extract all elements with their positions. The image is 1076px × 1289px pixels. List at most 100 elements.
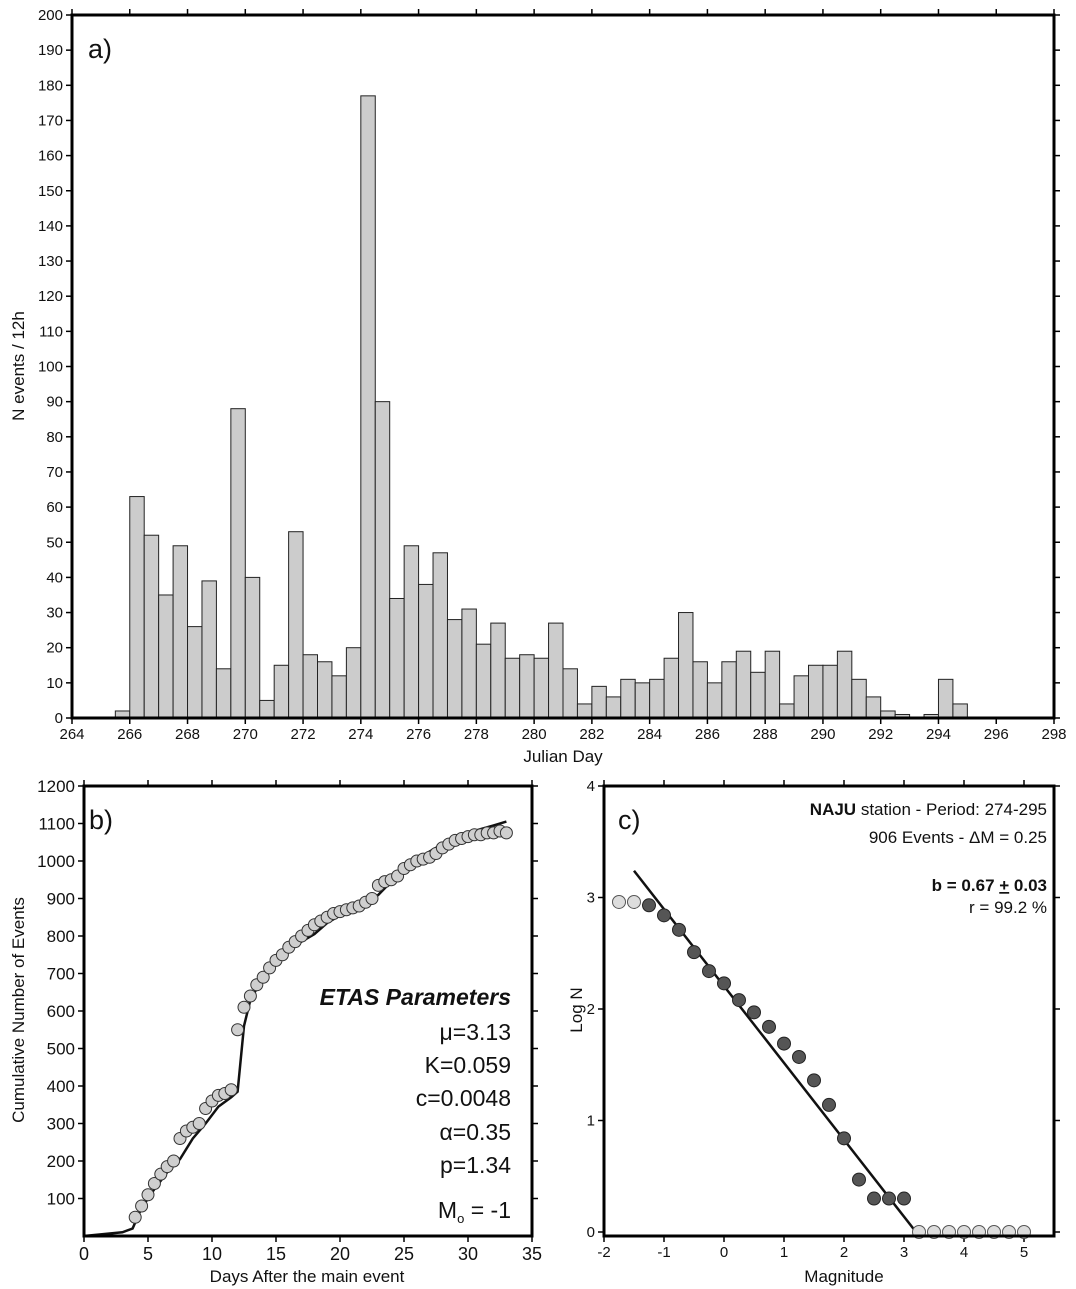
histogram-bar xyxy=(345,647,362,719)
b-value-suffix: 0.03 xyxy=(1009,876,1047,895)
panel-b-points xyxy=(128,824,513,1224)
y-tick-label: 10 xyxy=(46,675,63,692)
etas-parameters-box: ETAS Parameters μ=3.13 K=0.059 c=0.0048 … xyxy=(320,984,512,1226)
fitted-point xyxy=(867,1191,881,1206)
panel-b-xlabel: Days After the main event xyxy=(210,1267,405,1286)
histogram-bar xyxy=(302,654,319,719)
histogram-bar xyxy=(432,552,448,719)
histogram-bar xyxy=(851,678,867,719)
histogram-bar xyxy=(764,650,781,719)
histogram-bar xyxy=(706,682,723,719)
x-tick-label: 0 xyxy=(720,1244,728,1261)
y-tick-label: 120 xyxy=(38,288,63,305)
etas-mu: μ=3.13 xyxy=(440,1019,511,1045)
histogram-bar xyxy=(259,699,275,719)
histogram-bar xyxy=(215,668,232,719)
histogram-bar xyxy=(836,650,853,719)
station-line: NAJU station - Period: 274-295 xyxy=(810,800,1047,819)
x-tick-label: 30 xyxy=(458,1244,478,1264)
histogram-bar xyxy=(230,408,246,719)
histogram-bar xyxy=(562,668,578,719)
panel-c-frame xyxy=(602,784,1056,1238)
x-tick-label: 15 xyxy=(266,1244,286,1264)
data-point xyxy=(167,1154,181,1168)
y-tick-label: 2 xyxy=(587,1001,595,1018)
histogram-bar xyxy=(403,545,420,719)
x-tick-label: 276 xyxy=(406,726,431,743)
fitted-point xyxy=(657,908,671,923)
etas-k: K=0.059 xyxy=(425,1052,511,1078)
histogram-bar xyxy=(750,671,766,719)
y-tick-label: 800 xyxy=(47,927,75,946)
panel-b-ylabel: Cumulative Number of Events xyxy=(9,897,28,1123)
panel-b-frame xyxy=(82,784,534,1238)
etas-mo: Mo = -1 xyxy=(438,1197,511,1226)
fitted-point xyxy=(642,898,656,913)
station-name: NAJU xyxy=(810,800,856,819)
excluded-point xyxy=(627,894,641,909)
panel-c-label: c) xyxy=(618,805,641,835)
panel-a-label: a) xyxy=(88,34,112,64)
panel-b-background xyxy=(84,786,532,1236)
y-tick-label: 0 xyxy=(587,1224,595,1241)
y-tick-label: 100 xyxy=(38,359,63,376)
etas-alpha: α=0.35 xyxy=(440,1119,512,1145)
data-point xyxy=(147,1177,161,1190)
x-tick-label: -2 xyxy=(597,1244,610,1261)
y-tick-label: 190 xyxy=(38,42,63,59)
panel-a-background xyxy=(72,15,1054,718)
panel-a-frame xyxy=(70,13,1056,720)
y-tick-label: 70 xyxy=(46,464,63,481)
histogram-bar xyxy=(187,626,203,719)
x-tick-label: 268 xyxy=(175,726,200,743)
y-tick-label: 300 xyxy=(47,1115,75,1134)
histogram-bar xyxy=(605,696,622,719)
station-period: station - Period: 274-295 xyxy=(856,800,1047,819)
etas-mo-suffix: = -1 xyxy=(464,1197,511,1223)
histogram-bar xyxy=(952,703,968,719)
histogram-bar xyxy=(634,682,651,719)
x-tick-label: 278 xyxy=(464,726,489,743)
histogram-bar xyxy=(201,580,217,719)
x-tick-label: 3 xyxy=(900,1244,908,1261)
histogram-bar xyxy=(504,657,521,719)
data-point xyxy=(141,1188,155,1202)
y-tick-label: 100 xyxy=(47,1190,75,1209)
y-tick-label: 0 xyxy=(55,710,63,727)
y-tick-label: 1200 xyxy=(37,777,75,796)
x-tick-label: 284 xyxy=(637,726,662,743)
x-tick-label: 270 xyxy=(233,726,258,743)
fitted-point xyxy=(852,1172,866,1187)
histogram-bar xyxy=(865,696,882,719)
b-value-pm: + xyxy=(999,876,1009,895)
y-tick-label: 40 xyxy=(46,569,63,586)
y-tick-label: 200 xyxy=(38,7,63,24)
histogram-bar xyxy=(317,661,333,719)
r-value-line: r = 99.2 % xyxy=(969,898,1047,917)
etas-title: ETAS Parameters xyxy=(320,984,511,1010)
histogram-bar xyxy=(937,678,954,719)
histogram-bar xyxy=(143,534,160,719)
data-point xyxy=(224,1083,238,1097)
fitted-point xyxy=(732,993,746,1008)
x-tick-label: 35 xyxy=(522,1244,542,1264)
panel-b: 0 5 10 15 20 25 30 35 100 200 300 400 500 600 700 800 90… xyxy=(9,777,542,1286)
histogram-bar xyxy=(576,703,593,719)
y-tick-label: 20 xyxy=(46,640,63,657)
y-tick-label: 50 xyxy=(46,534,63,551)
histogram-bar xyxy=(360,95,376,719)
data-point xyxy=(128,1210,142,1224)
histogram-bar xyxy=(663,657,680,719)
data-point xyxy=(256,970,270,984)
fitted-point xyxy=(822,1097,836,1112)
histogram-bar xyxy=(418,583,434,719)
panel-a: 264 266 268 270 272 274 276 278 280 282 284 286 288 2… xyxy=(9,7,1067,766)
panel-b-label: b) xyxy=(89,805,113,835)
x-tick-label: 20 xyxy=(330,1244,350,1264)
histogram-bar xyxy=(389,597,405,719)
b-value-line: b = 0.67 + 0.03 xyxy=(932,876,1047,895)
fitted-point xyxy=(747,1005,761,1020)
y-tick-label: 160 xyxy=(38,148,63,165)
histogram-bar xyxy=(779,703,795,719)
